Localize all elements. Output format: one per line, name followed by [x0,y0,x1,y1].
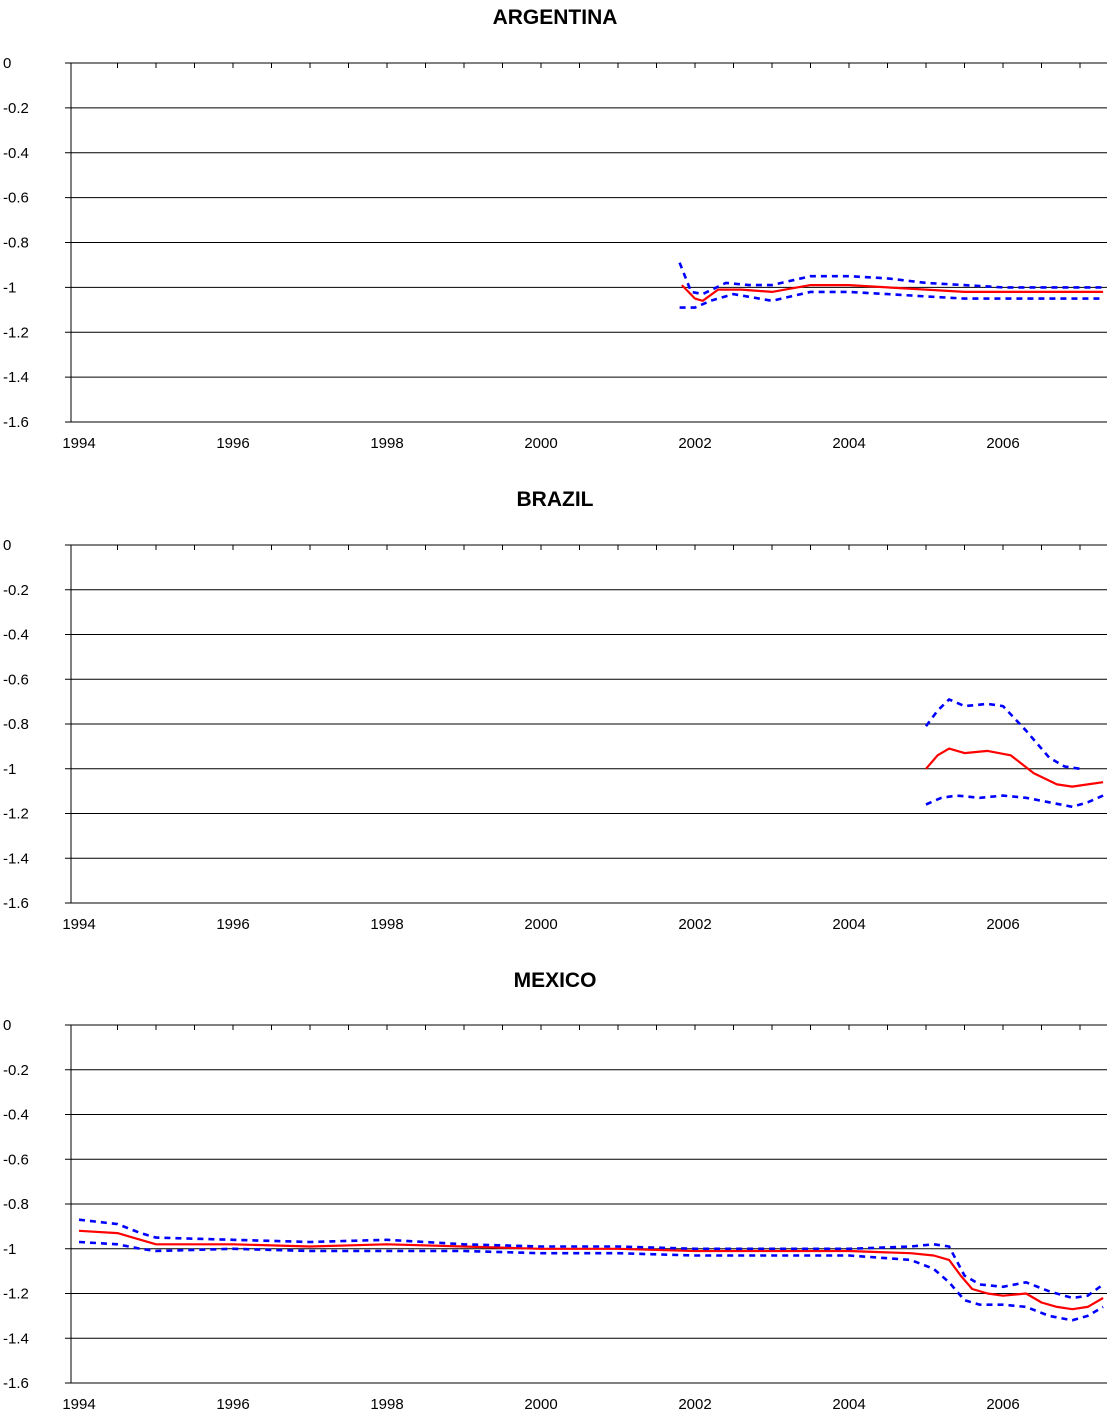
y-tick-label: -1 [3,279,16,296]
y-tick-label: -0.4 [3,145,29,162]
series-line-band [78,1218,1104,1300]
chart-panel-mexico: MEXICO 0 -0.2 -0.4 -0.6 -0.8 -1 -1.2 -1.4 -1.6 199… [3,969,1107,1413]
x-tick-label: 2002 [678,435,711,452]
x-tick-label: 2000 [524,435,557,452]
y-tick-label: -1.2 [3,806,29,823]
y-tick-label: 0 [3,55,11,72]
series-line-estimate [78,1229,1104,1311]
y-tick-label: -0.2 [3,1062,29,1079]
series-line-band [924,698,1081,771]
x-tick-label: 1994 [62,916,95,933]
y-tick-label: -1.4 [3,369,29,386]
y-tick-label: -1 [3,761,16,778]
x-tick-label: 1996 [216,435,249,452]
x-tick-label: 1998 [370,916,403,933]
y-tick-label: -0.8 [3,235,29,252]
y-tick-label: -1.6 [3,1375,29,1392]
x-tick-label: 2004 [832,435,865,452]
y-tick-label: -1 [3,1241,16,1258]
x-tick-label: 1996 [216,916,249,933]
y-tick-label: -1.2 [3,1286,29,1303]
x-tick-label: 2004 [832,1396,865,1413]
x-tick-label: 1994 [62,435,95,452]
series-line-estimate [681,284,1104,302]
y-tick-label: -1.4 [3,850,29,867]
y-tick-label: -0.8 [3,716,29,733]
y-tick-label: -1.4 [3,1330,29,1347]
series-line-estimate [925,747,1104,788]
x-tick-label: 2002 [678,1396,711,1413]
chart-panel-brazil: BRAZIL 0 -0.2 -0.4 -0.6 -0.8 -1 -1.2 -1.4 -1.6 199… [3,488,1107,933]
x-tick-label: 2006 [986,1396,1019,1413]
x-tick-label: 2000 [524,916,557,933]
y-tick-label: -0.2 [3,582,29,599]
x-tick-label: 1994 [62,1396,95,1413]
y-tick-label: -0.4 [3,627,29,644]
x-tick-label: 2004 [832,916,865,933]
y-tick-label: -0.6 [3,190,29,207]
y-tick-label: -0.6 [3,1151,29,1168]
y-tick-label: -0.4 [3,1107,29,1124]
x-tick-label: 2000 [524,1396,557,1413]
y-tick-label: -0.8 [3,1196,29,1213]
x-tick-label: 1998 [370,1396,403,1413]
x-tick-label: 2002 [678,916,711,933]
x-tick-label: 2006 [986,435,1019,452]
chart-title: ARGENTINA [493,6,618,29]
y-tick-label: 0 [3,537,11,554]
chart-panel-argentina: ARGENTINA 0 -0.2 -0.4 -0.6 -0.8 -1 -1.2 -1.4 -1.6… [3,6,1107,452]
y-tick-label: -1.6 [3,414,29,431]
y-tick-label: -1.6 [3,895,29,912]
x-tick-label: 1998 [370,435,403,452]
x-tick-label: 2006 [986,916,1019,933]
y-tick-label: -1.2 [3,324,29,341]
series-line-band [78,1240,1104,1322]
x-tick-label: 1996 [216,1396,249,1413]
y-tick-label: -0.2 [3,100,29,117]
chart-title: BRAZIL [517,488,594,511]
series-line-band [679,290,1104,309]
y-tick-label: -0.6 [3,671,29,688]
y-tick-label: 0 [3,1017,11,1034]
series-line-band [925,794,1104,809]
chart-title: MEXICO [514,969,597,992]
